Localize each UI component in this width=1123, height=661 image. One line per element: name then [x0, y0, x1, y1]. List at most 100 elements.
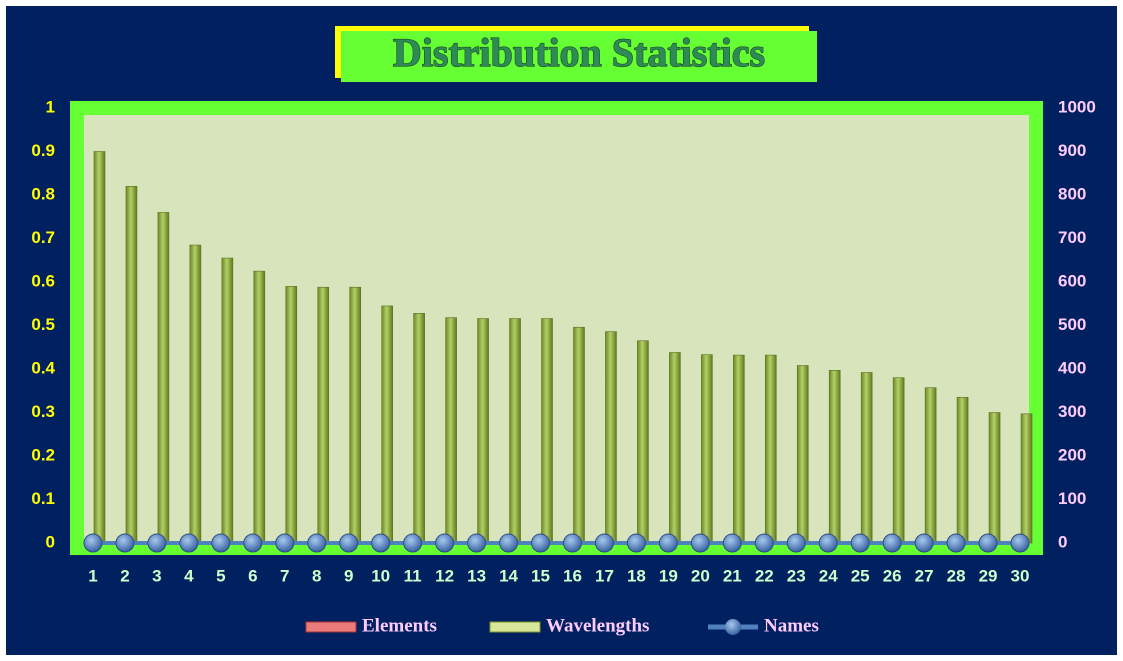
- bar: [285, 286, 298, 544]
- bar: [573, 326, 585, 544]
- legend-label: Wavelengths: [546, 615, 649, 636]
- x-tick-label: 29: [979, 566, 998, 585]
- marker: [403, 533, 423, 553]
- y-tick-label: 0.2: [31, 445, 55, 464]
- marker: [914, 533, 934, 553]
- marker: [818, 533, 838, 553]
- bar: [189, 244, 202, 544]
- x-tick-label: 3: [152, 566, 161, 585]
- y-tick-label: 0: [46, 532, 55, 551]
- marker: [115, 533, 135, 553]
- title-box: [341, 31, 817, 82]
- marker: [179, 533, 199, 553]
- marker: [499, 533, 519, 553]
- y-tick-label: 0.7: [31, 228, 55, 247]
- x-tick-label: 21: [723, 566, 742, 585]
- bar: [924, 387, 937, 544]
- y2-tick-label: 1000: [1058, 97, 1096, 116]
- marker: [562, 533, 582, 553]
- y2-tick-label: 300: [1058, 402, 1086, 421]
- marker: [786, 533, 806, 553]
- y-tick-label: 0.9: [31, 141, 55, 160]
- legend-label: Names: [764, 615, 819, 636]
- marker: [467, 533, 487, 553]
- marker: [147, 533, 167, 553]
- marker: [594, 533, 614, 553]
- bar: [125, 186, 138, 544]
- bar: [892, 377, 905, 544]
- x-tick-label: 28: [947, 566, 966, 585]
- marker: [435, 533, 455, 553]
- x-tick-label: 10: [371, 566, 390, 585]
- bar: [541, 318, 553, 544]
- bar: [988, 412, 1001, 544]
- legend-label: Elements: [362, 615, 437, 636]
- x-tick-label: 15: [531, 566, 550, 585]
- y-tick-label: 0.6: [31, 271, 55, 290]
- x-tick-label: 23: [787, 566, 806, 585]
- bar: [1020, 413, 1033, 544]
- bar: [445, 317, 457, 544]
- marker: [1010, 533, 1030, 553]
- marker: [690, 533, 710, 553]
- x-tick-label: 14: [499, 566, 518, 585]
- marker: [339, 533, 359, 553]
- bar: [701, 354, 713, 544]
- y2-tick-label: 800: [1058, 184, 1086, 203]
- y2-tick-label: 0: [1058, 532, 1067, 551]
- y-tick-label: 0.3: [31, 402, 55, 421]
- x-tick-label: 30: [1011, 566, 1030, 585]
- y2-tick-label: 900: [1058, 141, 1086, 160]
- x-tick-label: 27: [915, 566, 934, 585]
- bar: [605, 331, 617, 544]
- marker: [83, 533, 103, 553]
- marker: [211, 533, 231, 553]
- bar: [796, 365, 809, 544]
- y-tick-label: 0.1: [31, 489, 55, 508]
- x-tick-label: 4: [184, 566, 194, 585]
- legend-swatch: [725, 619, 741, 635]
- bar: [509, 318, 521, 544]
- x-tick-label: 26: [883, 566, 902, 585]
- y-tick-label: 0.5: [31, 315, 55, 334]
- bar: [349, 286, 362, 544]
- bar: [477, 318, 489, 544]
- y-tick-label: 0.8: [31, 184, 55, 203]
- x-tick-label: 2: [120, 566, 129, 585]
- marker: [722, 533, 742, 553]
- x-tick-label: 16: [563, 566, 582, 585]
- marker: [658, 533, 678, 553]
- y2-tick-label: 400: [1058, 358, 1086, 377]
- x-tick-label: 6: [248, 566, 257, 585]
- marker: [307, 533, 327, 553]
- x-tick-label: 1: [88, 566, 97, 585]
- x-tick-label: 18: [627, 566, 646, 585]
- x-tick-label: 19: [659, 566, 678, 585]
- x-tick-label: 24: [819, 566, 838, 585]
- marker: [243, 533, 263, 553]
- chart-title: Distribution Statistics: [393, 30, 765, 75]
- x-tick-label: 8: [312, 566, 321, 585]
- bar: [93, 151, 106, 544]
- legend-swatch: [305, 621, 357, 633]
- bar: [860, 372, 873, 544]
- x-tick-label: 11: [404, 566, 422, 585]
- bar: [157, 212, 170, 544]
- plot-area: [70, 101, 1043, 555]
- bar: [413, 313, 425, 544]
- bar: [733, 354, 745, 544]
- marker: [371, 533, 391, 553]
- x-tick-label: 9: [344, 566, 353, 585]
- marker: [850, 533, 870, 553]
- bar: [828, 370, 841, 544]
- x-tick-label: 12: [435, 566, 454, 585]
- x-tick-label: 13: [467, 566, 486, 585]
- marker: [882, 533, 902, 553]
- marker: [531, 533, 551, 553]
- marker: [626, 533, 646, 553]
- marker: [275, 533, 295, 553]
- marker: [978, 533, 998, 553]
- bar: [253, 270, 266, 544]
- y-tick-label: 1: [46, 97, 55, 116]
